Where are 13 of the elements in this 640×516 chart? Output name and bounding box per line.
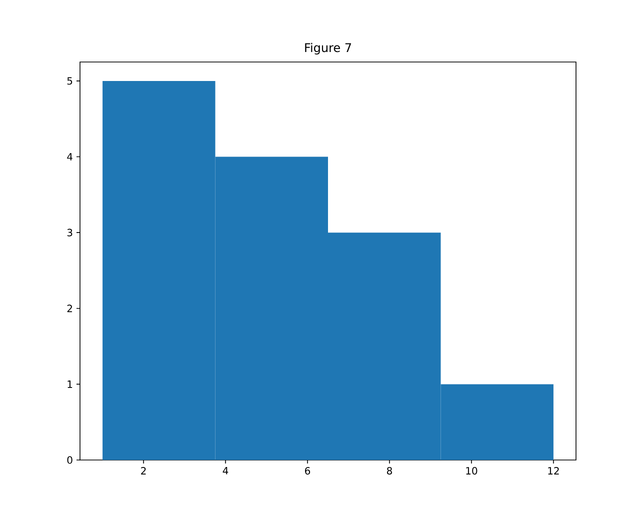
- x-tick-label: 12: [548, 467, 559, 474]
- x-tick-label: 2: [141, 467, 146, 474]
- x-tick-label: 4: [222, 467, 228, 474]
- x-tick-label: 8: [386, 467, 392, 475]
- y-tick-label: 2: [67, 304, 72, 312]
- y-tick-label: 3: [67, 228, 72, 236]
- y-tick-label: 4: [67, 153, 72, 160]
- x-tick-label: 6: [305, 467, 310, 475]
- y-tick-label: 5: [67, 77, 72, 85]
- x-tick-label: 10: [466, 467, 478, 475]
- y-tick-label: 1: [68, 380, 72, 388]
- y-tick-label: 0: [67, 456, 72, 464]
- chart-title: Figure 7: [305, 42, 352, 54]
